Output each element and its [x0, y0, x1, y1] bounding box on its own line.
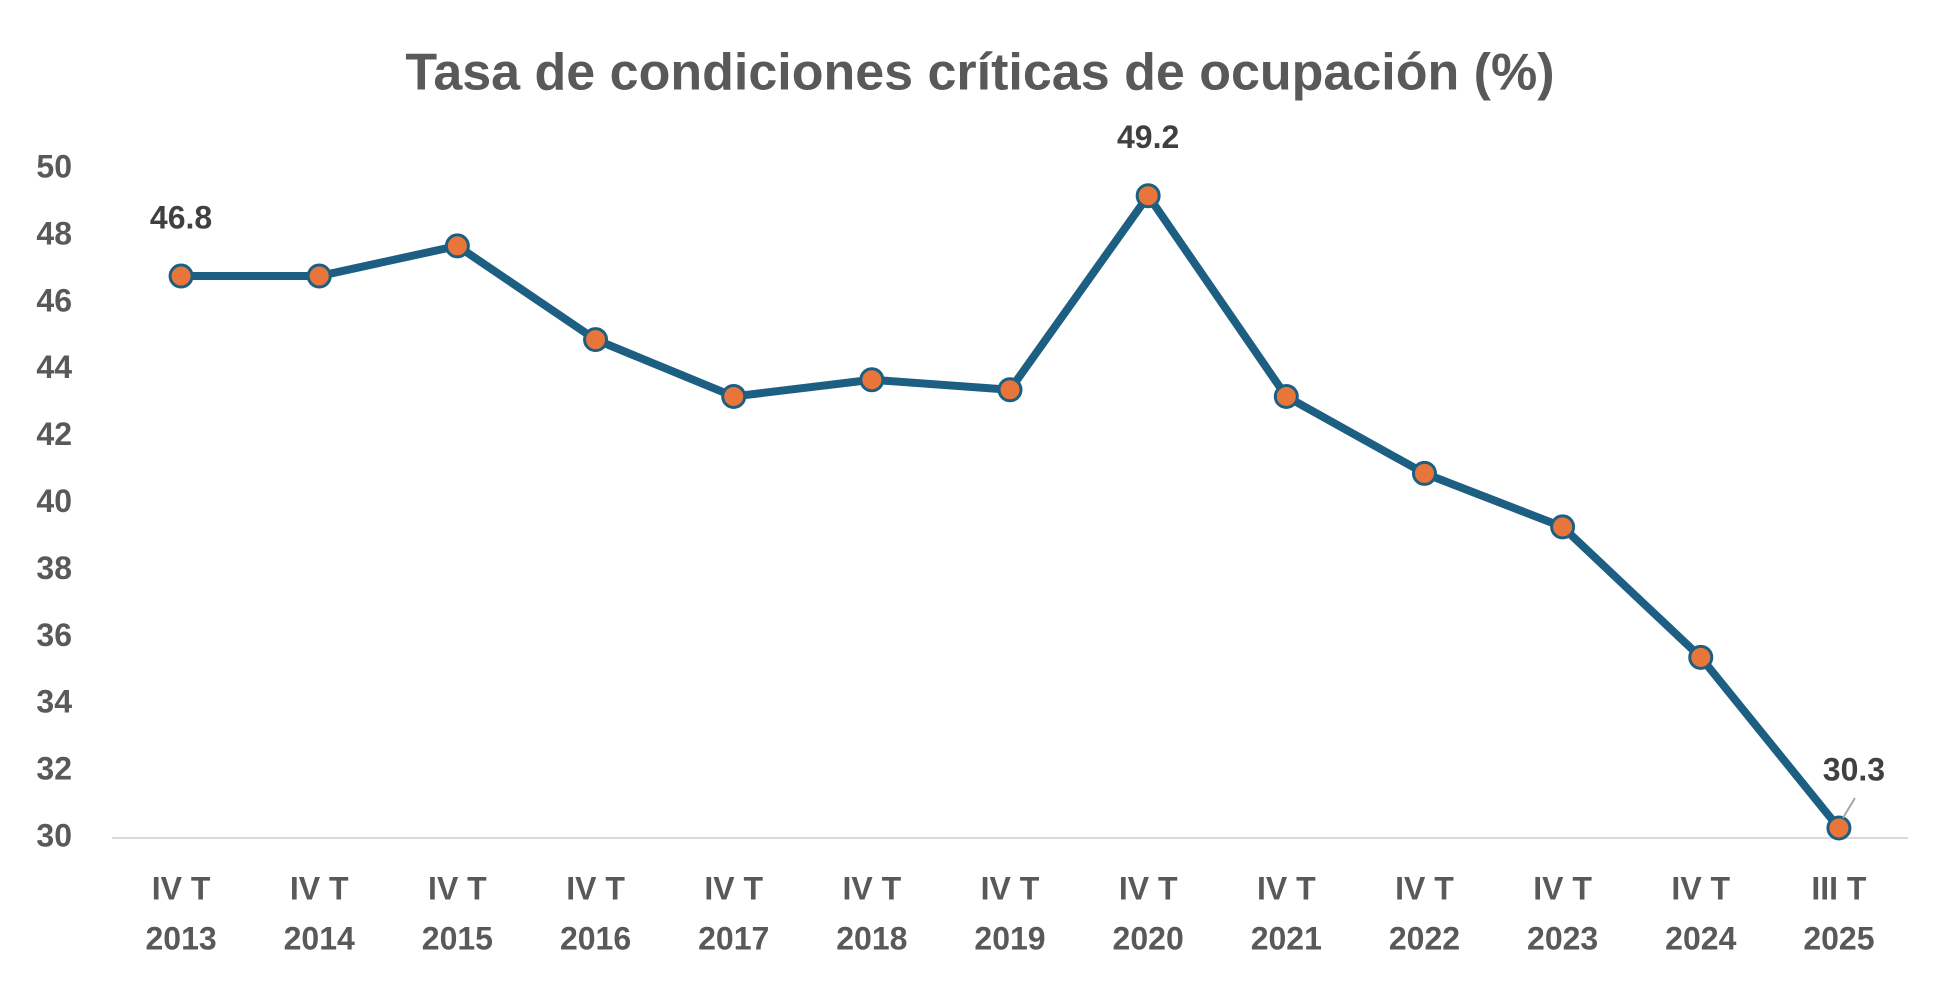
x-tick-label: 2023	[1527, 920, 1598, 956]
data-label: 46.8	[150, 199, 212, 235]
marker	[306, 263, 332, 289]
line	[181, 191, 1843, 831]
y-tick-label: 36	[36, 617, 72, 653]
x-tick-label: 2020	[1113, 920, 1184, 956]
x-tick-label: 2019	[974, 920, 1045, 956]
x-tick-label: IV T	[290, 870, 349, 906]
marker	[583, 327, 609, 353]
marker	[721, 383, 747, 409]
marker	[1826, 815, 1852, 841]
y-tick-label: 42	[36, 416, 72, 452]
x-tick-label: IV T	[1119, 870, 1178, 906]
data-label: 49.2	[1117, 119, 1179, 155]
x-tick-label: 2021	[1251, 920, 1322, 956]
x-tick-label: IV T	[1395, 870, 1454, 906]
x-tick-label: IV T	[428, 870, 487, 906]
y-tick-label: 50	[36, 148, 72, 184]
marker	[997, 377, 1023, 403]
y-tick-label: 30	[36, 817, 72, 853]
y-tick-label: 34	[36, 684, 72, 720]
x-tick-label: 2025	[1803, 920, 1874, 956]
marker	[859, 367, 885, 393]
marker	[1411, 460, 1437, 486]
x-tick-label: 2016	[560, 920, 631, 956]
y-tick-label: 44	[36, 349, 72, 385]
y-tick-label: 46	[36, 282, 72, 318]
x-tick-label: IV T	[566, 870, 625, 906]
x-tick-label: IV T	[152, 870, 211, 906]
x-tick-label: 2017	[698, 920, 769, 956]
x-tick-label: 2022	[1389, 920, 1460, 956]
y-tick-label: 48	[36, 215, 72, 251]
x-tick-label: IV T	[843, 870, 902, 906]
x-tick-label: III T	[1811, 870, 1867, 906]
leader-line	[1842, 797, 1856, 819]
marker	[168, 263, 194, 289]
x-tick-label: 2013	[145, 920, 216, 956]
x-tick-label: 2018	[836, 920, 907, 956]
chart-title: Tasa de condiciones críticas de ocupació…	[405, 44, 1554, 102]
y-tick-label: 38	[36, 550, 72, 586]
x-tick-label: IV T	[1533, 870, 1592, 906]
x-tick-label: 2014	[284, 920, 355, 956]
x-tick-label: IV T	[704, 870, 763, 906]
x-tick-label: 2024	[1665, 920, 1736, 956]
y-tick-label: 40	[36, 483, 72, 519]
marker	[1550, 514, 1576, 540]
marker	[1273, 383, 1299, 409]
marker	[1135, 183, 1161, 209]
x-tick-label: IV T	[981, 870, 1040, 906]
marker	[444, 233, 470, 259]
x-tick-label: IV T	[1257, 870, 1316, 906]
x-tick-label: IV T	[1671, 870, 1730, 906]
y-tick-label: 32	[36, 751, 72, 787]
x-tick-label: 2015	[422, 920, 493, 956]
marker	[1688, 644, 1714, 670]
data-label: 30.3	[1823, 751, 1885, 787]
